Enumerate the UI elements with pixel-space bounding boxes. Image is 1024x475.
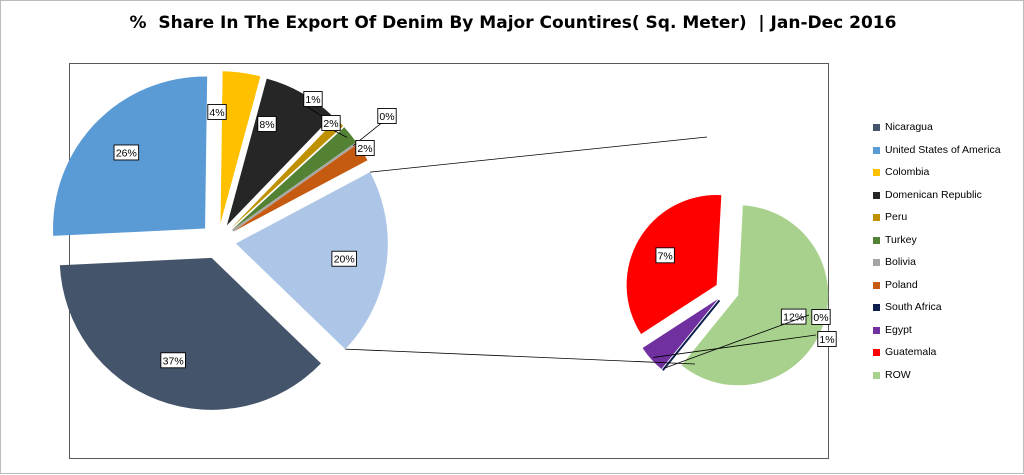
legend-swatch	[873, 214, 880, 221]
legend-label: Domenican Republic	[885, 189, 982, 201]
connector-line-bottom	[345, 349, 695, 364]
main-pie-label-nicaragua: 37%	[161, 353, 186, 368]
legend-label: Poland	[885, 279, 918, 291]
legend-swatch	[873, 372, 880, 379]
legend-swatch	[873, 124, 880, 131]
main-pie-label-domenican-republic: 8%	[258, 117, 276, 132]
main-pie-label-colombia: 4%	[208, 105, 226, 120]
main-pie-label-text-domenican-republic: 8%	[259, 119, 274, 131]
main-pie-label-text-united-states-of-america: 26%	[116, 147, 137, 159]
legend-item-turkey: Turkey	[873, 234, 1023, 257]
main-pie-label-turkey: 2%	[322, 116, 340, 131]
legend-item-united-states-of-america: United States of America	[873, 144, 1023, 167]
secondary-pie-label-south-africa: 0%	[812, 310, 830, 325]
legend-label: Peru	[885, 211, 907, 223]
legend-swatch	[873, 237, 880, 244]
main-pie-label-text-nicaragua: 37%	[163, 355, 184, 367]
legend-item-peru: Peru	[873, 211, 1023, 234]
main-pie-label-text-peru: 1%	[305, 94, 320, 106]
legend-label: Guatemala	[885, 346, 936, 358]
legend-item-south-africa: South Africa	[873, 301, 1023, 324]
legend-label: United States of America	[885, 144, 1001, 156]
main-pie-label-other: 20%	[332, 251, 357, 266]
legend-label: Bolivia	[885, 256, 916, 268]
secondary-pie-label-text-egypt: 1%	[819, 334, 834, 346]
secondary-pie-slice-guatemala	[627, 195, 722, 334]
legend-label: Colombia	[885, 166, 929, 178]
legend-swatch	[873, 304, 880, 311]
main-pie-label-text-poland: 2%	[357, 143, 372, 155]
legend-label: Egypt	[885, 324, 912, 336]
legend-swatch	[873, 327, 880, 334]
legend-swatch	[873, 259, 880, 266]
legend-swatch	[873, 147, 880, 154]
main-pie-label-text-colombia: 4%	[209, 107, 224, 119]
legend-item-row: ROW	[873, 369, 1023, 392]
main-pie-label-bolivia: 0%	[378, 109, 396, 124]
legend-item-bolivia: Bolivia	[873, 256, 1023, 279]
main-pie-label-text-other: 20%	[334, 254, 355, 266]
legend-item-guatemala: Guatemala	[873, 346, 1023, 369]
secondary-pie-label-text-guatemala: 7%	[658, 250, 673, 262]
legend-item-egypt: Egypt	[873, 324, 1023, 347]
legend-item-domenican-republic: Domenican Republic	[873, 189, 1023, 212]
secondary-pie-label-egypt: 1%	[818, 332, 836, 347]
secondary-pie-label-row: 12%	[781, 309, 806, 324]
legend-label: Turkey	[885, 234, 917, 246]
secondary-pie-label-guatemala: 7%	[656, 248, 674, 263]
main-pie-label-text-bolivia: 0%	[379, 111, 394, 123]
main-pie-label-united-states-of-america: 26%	[114, 145, 139, 160]
legend-swatch	[873, 169, 880, 176]
legend-swatch	[873, 282, 880, 289]
legend-label: ROW	[885, 369, 911, 381]
main-pie-label-poland: 2%	[356, 141, 374, 156]
legend-item-colombia: Colombia	[873, 166, 1023, 189]
legend-swatch	[873, 192, 880, 199]
legend-item-nicaragua: Nicaragua	[873, 121, 1023, 144]
secondary-pie-label-text-south-africa: 0%	[813, 312, 828, 324]
legend-label: Nicaragua	[885, 121, 933, 133]
legend: Nicaragua United States of America Colombi…	[873, 121, 1023, 391]
main-pie-label-peru: 1%	[304, 92, 322, 107]
main-pie-label-text-turkey: 2%	[323, 118, 338, 130]
connector-line-top	[370, 137, 707, 172]
legend-item-poland: Poland	[873, 279, 1023, 302]
legend-label: South Africa	[885, 301, 942, 313]
legend-swatch	[873, 349, 880, 356]
